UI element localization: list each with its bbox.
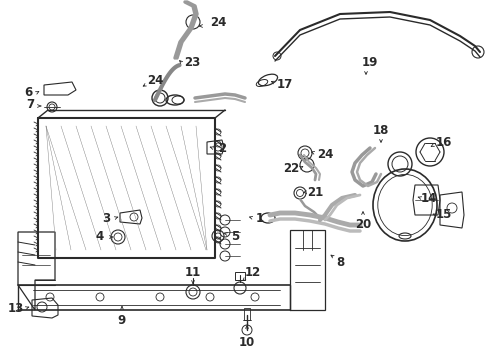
Text: 15: 15 [435, 208, 451, 221]
Bar [244, 308, 249, 320]
Text: 6: 6 [24, 86, 32, 99]
Text: 19: 19 [361, 55, 377, 68]
Text: 7: 7 [26, 99, 34, 112]
Text: 20: 20 [354, 219, 370, 231]
Text: 12: 12 [244, 266, 261, 279]
Text: 4: 4 [96, 230, 104, 243]
Text: 14: 14 [420, 192, 436, 204]
Text: 5: 5 [230, 230, 239, 243]
Text: 23: 23 [183, 55, 200, 68]
Text: 1: 1 [255, 211, 264, 225]
Text: 3: 3 [102, 211, 110, 225]
Text: 18: 18 [372, 123, 388, 136]
Text: 21: 21 [306, 185, 323, 198]
Text: 2: 2 [218, 141, 225, 154]
Text: 16: 16 [435, 136, 451, 149]
Text: 8: 8 [335, 256, 344, 269]
Text: 13: 13 [8, 302, 24, 315]
Text: 17: 17 [276, 78, 292, 91]
Bar [235, 272, 244, 280]
Text: 24: 24 [146, 73, 163, 86]
Text: 10: 10 [238, 336, 255, 348]
Text: 24: 24 [209, 15, 226, 28]
Text: 24: 24 [316, 148, 332, 162]
Text: 22: 22 [282, 162, 299, 175]
Text: 9: 9 [118, 314, 126, 327]
Text: 11: 11 [184, 266, 201, 279]
